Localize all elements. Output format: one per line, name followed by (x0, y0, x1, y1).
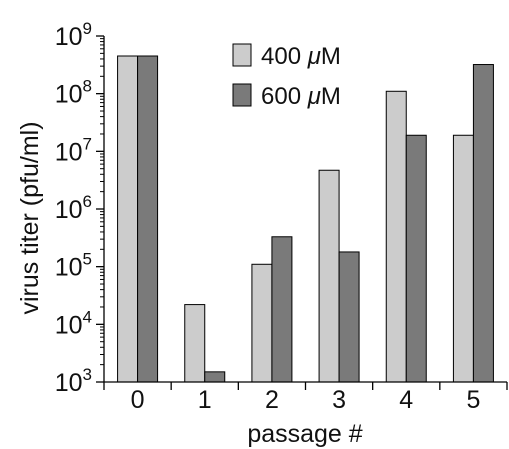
x-tick-label: 2 (265, 386, 279, 414)
bar-series-2-cat-3 (338, 251, 360, 383)
y-tick-label: 105 (55, 250, 92, 282)
bar-series-1-cat-4 (385, 90, 407, 383)
bar-series-2-cat-0 (137, 55, 159, 383)
bar-series-2-cat-2 (271, 236, 293, 383)
y-tick-label: 103 (55, 365, 92, 397)
legend: 400 μM 600 μM (232, 43, 341, 110)
legend-swatch-2 (232, 83, 252, 107)
bar-series-1-cat-2 (251, 263, 273, 383)
x-axis-label: passage # (247, 420, 362, 448)
bar-series-1-cat-1 (184, 304, 206, 383)
legend-label-1: 400 μM (261, 43, 341, 70)
legend-label-2: 600 μM (261, 83, 341, 110)
y-axis-label: virus titer (pfu/ml) (16, 121, 44, 314)
x-tick-label: 4 (399, 386, 413, 414)
bar-series-1-cat-5 (452, 134, 474, 383)
bar-series-2-cat-5 (472, 64, 494, 383)
x-tick-label: 0 (131, 386, 145, 414)
y-tick-label: 109 (55, 19, 92, 51)
legend-swatch-1 (232, 43, 252, 67)
bar-series-1-cat-3 (318, 169, 340, 383)
x-tick-label: 5 (466, 386, 480, 414)
y-tick-label: 106 (55, 192, 92, 224)
x-tick-label: 3 (332, 386, 346, 414)
axes-layer: 103 104 105 106 107 108 109 0 1 2 3 4 5 (55, 19, 508, 414)
y-tick-label: 108 (55, 77, 92, 109)
bar-series-2-cat-1 (204, 371, 226, 383)
bar-series-2-cat-4 (405, 134, 427, 383)
bars-layer (117, 55, 494, 383)
x-tick-label: 1 (198, 386, 212, 414)
bar-series-1-cat-0 (117, 55, 139, 383)
y-tick-label: 104 (55, 307, 92, 339)
y-tick-label: 107 (55, 134, 92, 166)
